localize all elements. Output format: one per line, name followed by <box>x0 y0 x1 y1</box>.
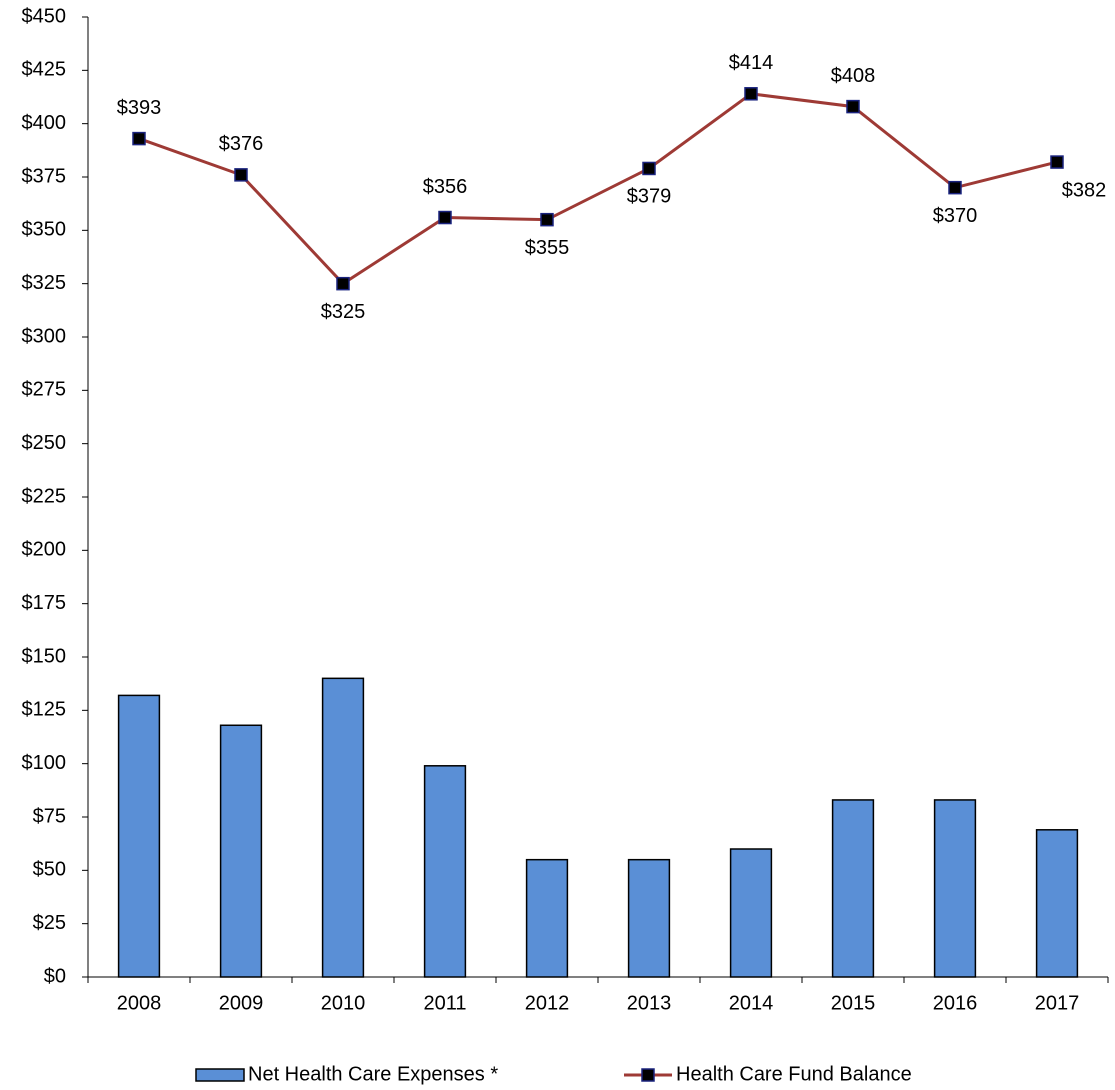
x-tick-label: 2015 <box>831 992 876 1014</box>
y-tick-label: $325 <box>22 272 67 294</box>
bar <box>525 858 569 978</box>
y-tick-label: $175 <box>22 592 67 614</box>
x-tick-label: 2016 <box>933 992 978 1014</box>
bar <box>831 799 875 978</box>
x-tick-label: 2011 <box>423 992 466 1014</box>
data-label: $379 <box>627 186 672 208</box>
y-tick-label: $0 <box>44 965 66 987</box>
y-tick-label: $450 <box>22 5 67 27</box>
y-tick-label: $200 <box>22 539 67 561</box>
marker <box>540 212 554 227</box>
bar <box>627 858 671 978</box>
data-label: $356 <box>423 176 468 198</box>
marker <box>132 131 146 146</box>
x-tick-label: 2012 <box>525 992 570 1014</box>
data-label: $355 <box>525 237 570 259</box>
data-label: $325 <box>321 301 366 323</box>
x-tick-label: 2010 <box>321 992 366 1014</box>
y-tick-label: $225 <box>22 485 67 507</box>
y-tick-label: $50 <box>33 859 66 881</box>
marker <box>846 99 860 114</box>
bar <box>423 765 467 978</box>
y-tick-label: $25 <box>33 912 66 934</box>
bar <box>117 694 161 978</box>
bar <box>219 724 263 978</box>
bar <box>729 848 773 978</box>
y-tick-label: $75 <box>33 805 66 827</box>
y-tick-label: $275 <box>22 379 67 401</box>
y-tick-label: $125 <box>22 699 67 721</box>
y-tick-label: $250 <box>22 432 67 454</box>
y-tick-label: $100 <box>22 752 67 774</box>
y-tick-label: $300 <box>22 325 67 347</box>
marker <box>438 210 452 225</box>
y-tick-label: $400 <box>22 112 67 134</box>
x-tick-label: 2008 <box>117 992 162 1014</box>
data-label: $382 <box>1062 179 1107 201</box>
y-tick-label: $375 <box>22 165 67 187</box>
marker <box>234 168 248 182</box>
data-label: $408 <box>831 65 876 87</box>
x-tick-label: 2017 <box>1035 992 1080 1014</box>
y-tick-label: $350 <box>22 219 67 241</box>
data-label: $414 <box>729 52 774 74</box>
y-tick-label: $150 <box>22 645 67 667</box>
y-tick-label: $425 <box>22 59 67 81</box>
x-tick-label: 2014 <box>729 992 774 1014</box>
x-tick-label: 2013 <box>627 992 672 1014</box>
data-label: $376 <box>219 133 264 155</box>
bar <box>933 799 977 978</box>
x-tick-label: 2009 <box>219 992 264 1014</box>
data-label: $370 <box>933 205 978 227</box>
marker <box>744 87 758 101</box>
marker <box>1050 155 1064 169</box>
marker <box>642 161 656 176</box>
line <box>138 92 1058 286</box>
legend-label: Net Health Care Expenses * <box>248 1063 498 1085</box>
data-label: $393 <box>117 97 162 119</box>
marker <box>336 276 350 291</box>
legend-marker <box>641 1068 655 1082</box>
legend-swatch <box>195 1068 245 1082</box>
bar <box>321 677 365 978</box>
marker <box>948 180 962 195</box>
bar <box>1035 829 1079 978</box>
legend-label: Health Care Fund Balance <box>676 1063 912 1085</box>
